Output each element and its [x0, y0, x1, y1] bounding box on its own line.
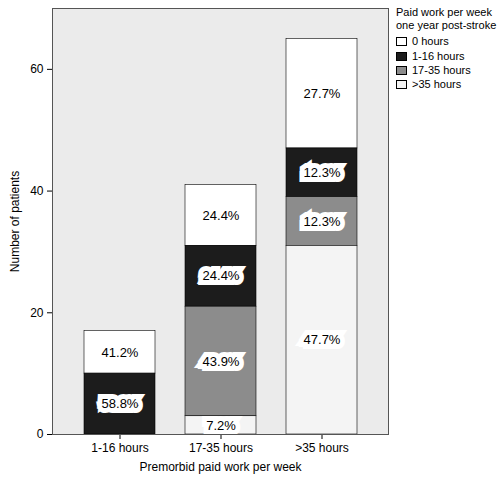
svg-text:20: 20 — [30, 306, 44, 320]
html-text:Paid work per week one year po: Paid work per week one year post-stroke — [396, 6, 497, 32]
svg-text:41.2%: 41.2% — [102, 345, 139, 360]
svg-text:17-35 hours: 17-35 hours — [189, 441, 253, 455]
html-text:1-16 hours: 1-16 hours — [412, 49, 465, 62]
svg-text:0: 0 — [37, 427, 44, 441]
svg-text:Premorbid paid work per week: Premorbid paid work per week — [139, 460, 302, 474]
svg-text:>35 hours: >35 hours — [295, 441, 349, 455]
svg-text:1-16 hours: 1-16 hours — [91, 441, 148, 455]
svg-text:60: 60 — [30, 62, 44, 76]
svg-text:24.4%: 24.4% — [203, 268, 240, 283]
svg-text:40: 40 — [30, 184, 44, 198]
svg-text:Number of patients: Number of patients — [8, 171, 22, 272]
svg-text:12.3%: 12.3% — [304, 214, 341, 229]
html-text:0 hours: 0 hours — [412, 35, 449, 48]
svg-text:47.7%: 47.7% — [304, 332, 341, 347]
svg-text:12.3%: 12.3% — [304, 165, 341, 180]
html-text:>35 hours: >35 hours — [412, 77, 462, 90]
html-text:17-35 hours: 17-35 hours — [412, 63, 471, 76]
svg-text:27.7%: 27.7% — [304, 86, 341, 101]
svg-text:7.2%: 7.2% — [206, 418, 236, 433]
svg-text:43.9%: 43.9% — [203, 354, 240, 369]
svg-text:24.4%: 24.4% — [203, 208, 240, 223]
svg-text:58.8%: 58.8% — [102, 396, 139, 411]
